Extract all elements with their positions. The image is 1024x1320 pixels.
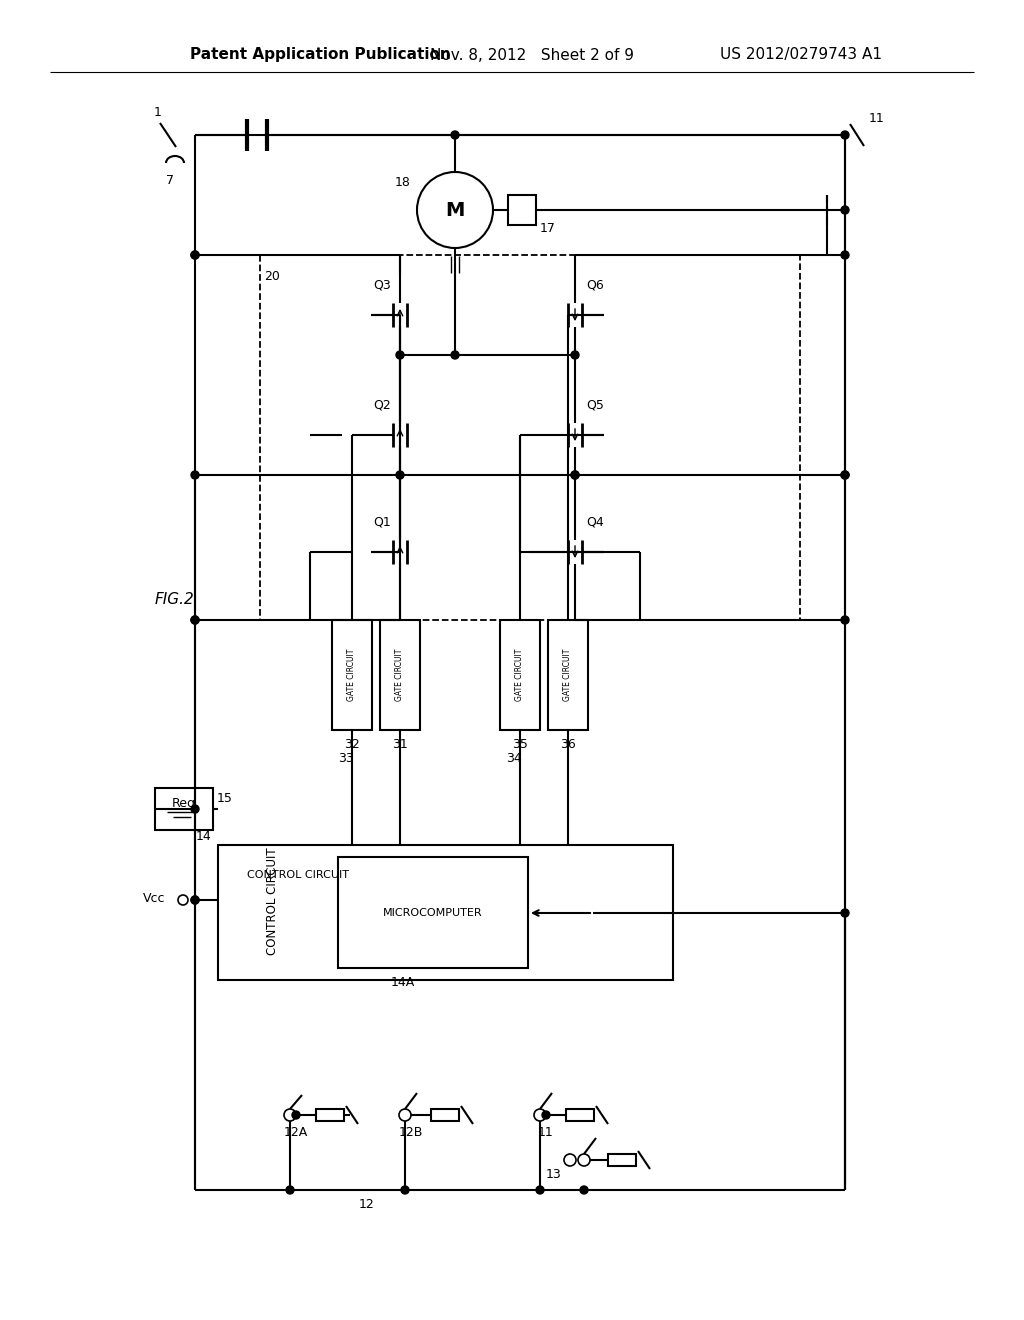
Text: 1: 1 <box>154 107 162 120</box>
Text: Patent Application Publication: Patent Application Publication <box>190 48 451 62</box>
Bar <box>508 195 536 224</box>
Text: Reg: Reg <box>172 796 196 809</box>
Text: 14A: 14A <box>391 975 415 989</box>
Bar <box>500 620 540 730</box>
Circle shape <box>396 471 404 479</box>
Circle shape <box>451 131 459 139</box>
Circle shape <box>191 471 199 479</box>
Text: Q2: Q2 <box>373 399 391 412</box>
Text: GATE CIRCUIT: GATE CIRCUIT <box>563 649 572 701</box>
Text: FIG.2: FIG.2 <box>155 593 195 607</box>
Text: 33: 33 <box>338 751 354 764</box>
Circle shape <box>841 471 849 479</box>
Text: M: M <box>445 201 465 219</box>
Text: Nov. 8, 2012   Sheet 2 of 9: Nov. 8, 2012 Sheet 2 of 9 <box>430 48 634 62</box>
Circle shape <box>191 616 199 624</box>
Bar <box>608 1154 636 1166</box>
Bar <box>548 620 588 730</box>
Circle shape <box>841 471 849 479</box>
Circle shape <box>451 351 459 359</box>
Circle shape <box>399 1109 411 1121</box>
Circle shape <box>191 896 199 904</box>
Text: 11: 11 <box>869 112 885 125</box>
Text: 15: 15 <box>217 792 232 804</box>
Circle shape <box>284 1109 296 1121</box>
Text: 20: 20 <box>264 271 280 284</box>
Circle shape <box>417 172 493 248</box>
Text: 12B: 12B <box>398 1126 423 1139</box>
Circle shape <box>578 1154 590 1166</box>
Bar <box>260 255 800 620</box>
Circle shape <box>571 471 579 479</box>
Text: 7: 7 <box>166 173 174 186</box>
Circle shape <box>191 896 199 904</box>
Text: 32: 32 <box>344 738 359 751</box>
Circle shape <box>191 251 199 259</box>
Circle shape <box>191 616 199 624</box>
Circle shape <box>286 1185 294 1195</box>
Text: 17: 17 <box>540 222 556 235</box>
Text: US 2012/0279743 A1: US 2012/0279743 A1 <box>720 48 882 62</box>
Circle shape <box>542 1111 550 1119</box>
Text: CONTROL CIRCUIT: CONTROL CIRCUIT <box>247 870 349 880</box>
Bar <box>316 1109 344 1121</box>
Circle shape <box>571 351 579 359</box>
Circle shape <box>841 206 849 214</box>
Circle shape <box>191 805 199 813</box>
Text: GATE CIRCUIT: GATE CIRCUIT <box>515 649 524 701</box>
Text: MICROCOMPUTER: MICROCOMPUTER <box>383 908 482 917</box>
Circle shape <box>580 1185 588 1195</box>
Bar <box>431 1109 459 1121</box>
Text: CONTROL CIRCUIT: CONTROL CIRCUIT <box>266 847 280 954</box>
Text: 31: 31 <box>392 738 408 751</box>
Circle shape <box>396 351 404 359</box>
Text: 18: 18 <box>395 176 411 189</box>
Text: 35: 35 <box>512 738 528 751</box>
Bar <box>380 620 420 730</box>
Text: 36: 36 <box>560 738 575 751</box>
Circle shape <box>178 895 188 906</box>
Text: Q5: Q5 <box>586 399 604 412</box>
Text: Q4: Q4 <box>586 516 604 528</box>
Circle shape <box>401 1185 409 1195</box>
Bar <box>566 1109 594 1121</box>
Circle shape <box>841 131 849 139</box>
Text: Q6: Q6 <box>586 279 604 292</box>
Text: 12A: 12A <box>284 1126 308 1139</box>
Text: 34: 34 <box>506 751 522 764</box>
Bar <box>332 620 372 730</box>
Circle shape <box>841 616 849 624</box>
Text: 11: 11 <box>539 1126 554 1139</box>
Text: 14: 14 <box>197 830 212 843</box>
Text: Vcc: Vcc <box>142 891 165 904</box>
Circle shape <box>534 1109 546 1121</box>
Bar <box>155 788 213 830</box>
Circle shape <box>841 251 849 259</box>
Bar <box>218 845 673 979</box>
Circle shape <box>841 909 849 917</box>
Circle shape <box>292 1111 300 1119</box>
Circle shape <box>564 1154 575 1166</box>
Bar <box>338 857 528 968</box>
Text: GATE CIRCUIT: GATE CIRCUIT <box>347 649 356 701</box>
Text: 12: 12 <box>359 1197 375 1210</box>
Circle shape <box>536 1185 544 1195</box>
Text: Q1: Q1 <box>373 516 391 528</box>
Text: GATE CIRCUIT: GATE CIRCUIT <box>395 649 404 701</box>
Text: 13: 13 <box>546 1167 562 1180</box>
Circle shape <box>571 471 579 479</box>
Circle shape <box>191 251 199 259</box>
Text: Q3: Q3 <box>373 279 391 292</box>
